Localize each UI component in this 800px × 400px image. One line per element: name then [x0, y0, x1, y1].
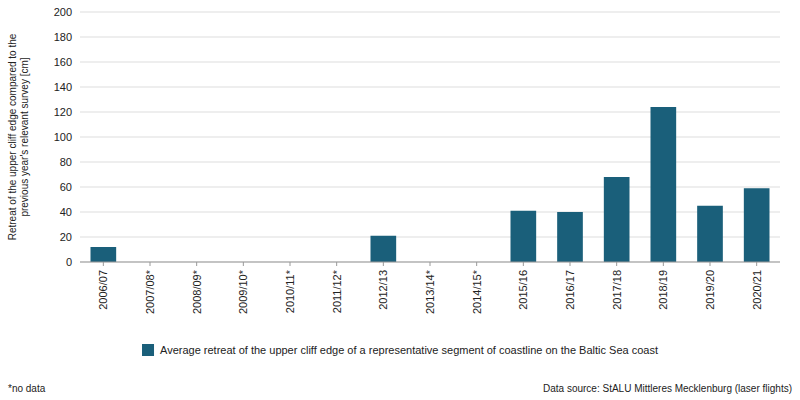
- x-tick: [150, 262, 151, 266]
- x-tick: [196, 262, 197, 266]
- x-tick: [383, 262, 384, 266]
- x-tick-label: 2016/17: [564, 270, 576, 310]
- x-tick: [756, 262, 757, 266]
- y-tick-label: 80: [60, 156, 72, 168]
- x-tick: [663, 262, 664, 266]
- y-tick-label: 60: [60, 181, 72, 193]
- y-axis-label-line: Retreat of the upper cliff edge compared…: [7, 33, 18, 240]
- chart: 0 20 40 60 80 100 120 140 160 180 200 2006/07 2007/0…: [0, 0, 800, 400]
- y-axis-label: Retreat of the upper cliff edge compared…: [7, 33, 30, 240]
- grid-line: [80, 12, 780, 13]
- x-tick: [476, 262, 477, 266]
- legend-swatch: [142, 344, 154, 356]
- x-tick: [243, 262, 244, 266]
- bar: [91, 247, 117, 262]
- bar: [604, 177, 630, 262]
- x-tick-label: 2017/18: [611, 270, 623, 310]
- x-tick: [570, 262, 571, 266]
- grid-line: [80, 62, 780, 63]
- y-tick-label: 100: [54, 131, 72, 143]
- x-tick-label: 2012/13: [377, 270, 389, 310]
- x-tick-label: 2007/08*: [144, 269, 156, 314]
- legend: Average retreat of the upper cliff edge …: [142, 344, 658, 356]
- y-tick-label: 200: [54, 6, 72, 18]
- grid-line: [80, 37, 780, 38]
- x-tick: [290, 262, 291, 266]
- x-tick-label: 2014/15*: [471, 269, 483, 314]
- footnote: *no data: [8, 383, 46, 394]
- x-tick: [616, 262, 617, 266]
- x-tick-label: 2010/11*: [284, 269, 296, 313]
- x-tick: [103, 262, 104, 266]
- grid-line: [80, 87, 780, 88]
- y-tick-label: 20: [60, 231, 72, 243]
- bar: [697, 206, 723, 262]
- y-tick-labels: 0 20 40 60 80 100 120 140 160 180 200: [54, 6, 72, 268]
- annotations: *no data Data source: StALU Mittleres Mec…: [8, 383, 792, 394]
- y-tick-label: 0: [66, 256, 72, 268]
- x-tick-label: 2013/14*: [424, 269, 436, 314]
- x-tick: [430, 262, 431, 266]
- x-tick-label: 2011/12*: [331, 269, 343, 313]
- bar: [651, 107, 677, 262]
- bars: [91, 107, 770, 262]
- y-tick-label: 120: [54, 106, 72, 118]
- bar: [511, 211, 537, 262]
- bar: [557, 212, 583, 262]
- y-tick-label: 40: [60, 206, 72, 218]
- y-tick-label: 180: [54, 31, 72, 43]
- x-tick-label: 2006/07: [97, 270, 109, 310]
- x-tick: [710, 262, 711, 266]
- x-tick: [336, 262, 337, 266]
- x-tick-label: 2018/19: [657, 270, 669, 310]
- y-axis-label-line: previous year's relevant survey [cm]: [19, 57, 30, 216]
- x-tick-label: 2009/10*: [237, 269, 249, 314]
- x-tick-label: 2008/09*: [191, 269, 203, 314]
- x-tick-label: 2019/20: [704, 270, 716, 310]
- x-tick: [523, 262, 524, 266]
- legend-label: Average retreat of the upper cliff edge …: [160, 344, 658, 356]
- bar: [371, 236, 397, 262]
- data-source: Data source: StALU Mittleres Mecklenburg…: [543, 383, 792, 394]
- y-tick-label: 140: [54, 81, 72, 93]
- x-axis: 2006/07 2007/08* 2008/09* 2009/10* 2010/11* 2…: [80, 262, 780, 314]
- bar: [744, 188, 770, 262]
- chart-container: 0 20 40 60 80 100 120 140 160 180 200 2006/07 2007/0…: [0, 0, 800, 400]
- y-tick-label: 160: [54, 56, 72, 68]
- y-grid: [80, 12, 780, 262]
- x-tick-label: 2020/21: [751, 270, 763, 310]
- x-tick-label: 2015/16: [517, 270, 529, 310]
